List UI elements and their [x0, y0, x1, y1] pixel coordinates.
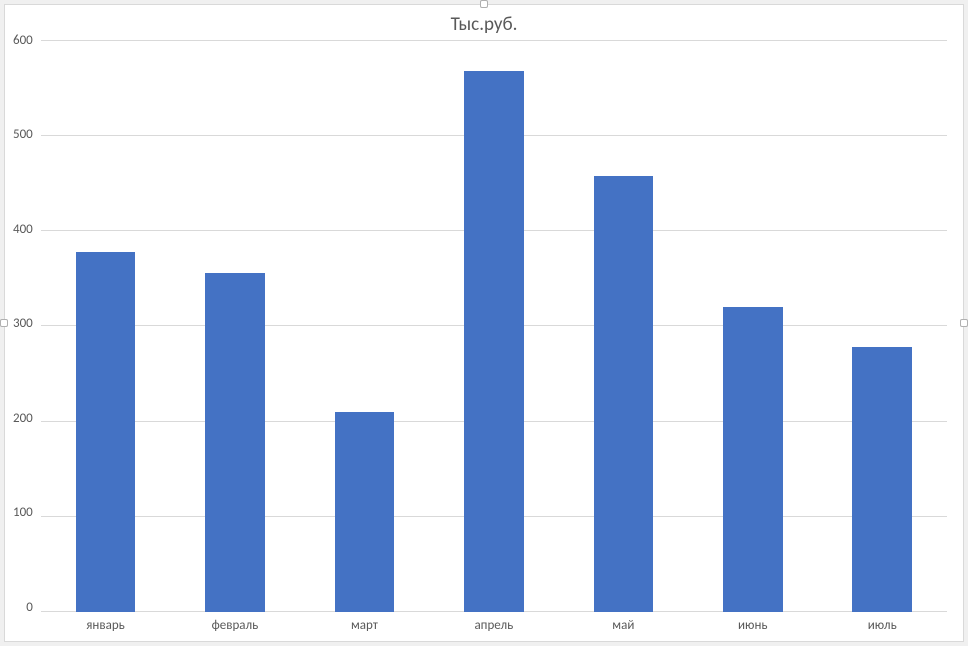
- selection-handle-top-icon: [480, 0, 488, 8]
- bars-group: [41, 40, 947, 612]
- selection-handle-left-icon: [0, 319, 8, 327]
- bar[interactable]: [723, 307, 783, 612]
- x-tick-label: июнь: [688, 618, 817, 633]
- bar-slot: [688, 40, 817, 612]
- bar[interactable]: [464, 71, 524, 612]
- x-tick-label: январь: [41, 618, 170, 633]
- x-tick-label: март: [300, 618, 429, 633]
- x-axis: январьфевральмартапрельмайиюньиюль: [41, 612, 947, 633]
- bar[interactable]: [852, 347, 912, 612]
- y-axis: 6005004003002001000: [13, 40, 41, 633]
- bar-slot: [170, 40, 299, 612]
- chart-title: Тыс.руб.: [5, 5, 963, 40]
- bar-slot: [429, 40, 558, 612]
- bar[interactable]: [335, 412, 395, 612]
- bar-slot: [818, 40, 947, 612]
- bar[interactable]: [205, 273, 265, 612]
- bar[interactable]: [594, 176, 654, 612]
- x-tick-label: апрель: [429, 618, 558, 633]
- x-tick-label: май: [559, 618, 688, 633]
- x-tick-label: февраль: [170, 618, 299, 633]
- plot-wrap: 6005004003002001000 январьфевральмартапр…: [5, 40, 963, 641]
- chart-container[interactable]: Тыс.руб. 6005004003002001000 январьфевра…: [4, 4, 964, 642]
- selection-handle-right-icon: [960, 319, 968, 327]
- plot-column: январьфевральмартапрельмайиюньиюль: [41, 40, 947, 633]
- bar-slot: [41, 40, 170, 612]
- plot-area: [41, 40, 947, 612]
- bar-slot: [300, 40, 429, 612]
- x-tick-label: июль: [818, 618, 947, 633]
- bar[interactable]: [76, 252, 136, 612]
- bar-slot: [559, 40, 688, 612]
